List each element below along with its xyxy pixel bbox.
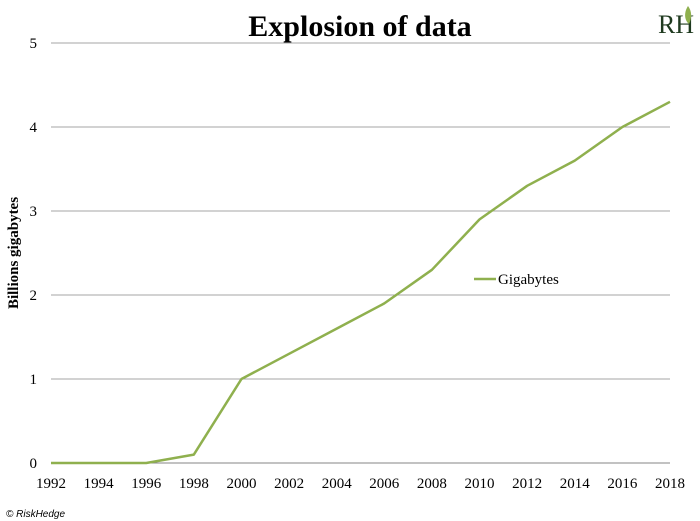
y-tick-label: 4	[30, 120, 38, 136]
y-tick-labels: 0 1 2 3 4 5	[30, 36, 38, 472]
credit-text: © RiskHedge	[6, 509, 65, 520]
chart-title: Explosion of data	[248, 10, 471, 43]
x-tick-label: 2000	[226, 476, 256, 492]
x-tick-label: 1998	[179, 476, 209, 492]
x-tick-label: 2012	[512, 476, 542, 492]
x-tick-label: 2004	[322, 476, 353, 492]
series-line-gigabytes	[51, 100, 671, 465]
x-tick-labels: 1992 1994 1996 1998 2000 2002 2004 2006 2008 2010…	[36, 476, 685, 492]
x-tick-label: 2002	[274, 476, 304, 492]
x-tick-label: 2006	[369, 476, 400, 492]
legend: Gigabytes	[474, 272, 559, 288]
riskhedge-logo: RH	[658, 6, 694, 39]
x-tick-label: 1994	[84, 476, 115, 492]
y-tick-label: 0	[30, 456, 38, 472]
gridlines	[51, 42, 670, 464]
legend-label-gigabytes: Gigabytes	[498, 272, 559, 288]
x-tick-label: 1996	[131, 476, 162, 492]
y-tick-label: 1	[30, 372, 38, 388]
x-tick-label: 2008	[417, 476, 447, 492]
logo-leaf-icon	[685, 6, 692, 24]
y-tick-label: 2	[30, 288, 38, 304]
x-tick-label: 2010	[465, 476, 495, 492]
x-tick-label: 2016	[607, 476, 638, 492]
x-tick-label: 2018	[655, 476, 685, 492]
y-axis-title: Billions gigabytes	[6, 197, 22, 309]
x-tick-label: 1992	[36, 476, 66, 492]
y-tick-label: 3	[30, 204, 38, 220]
series-lines	[50, 100, 671, 465]
y-tick-label: 5	[30, 36, 38, 52]
x-tick-label: 2014	[560, 476, 591, 492]
